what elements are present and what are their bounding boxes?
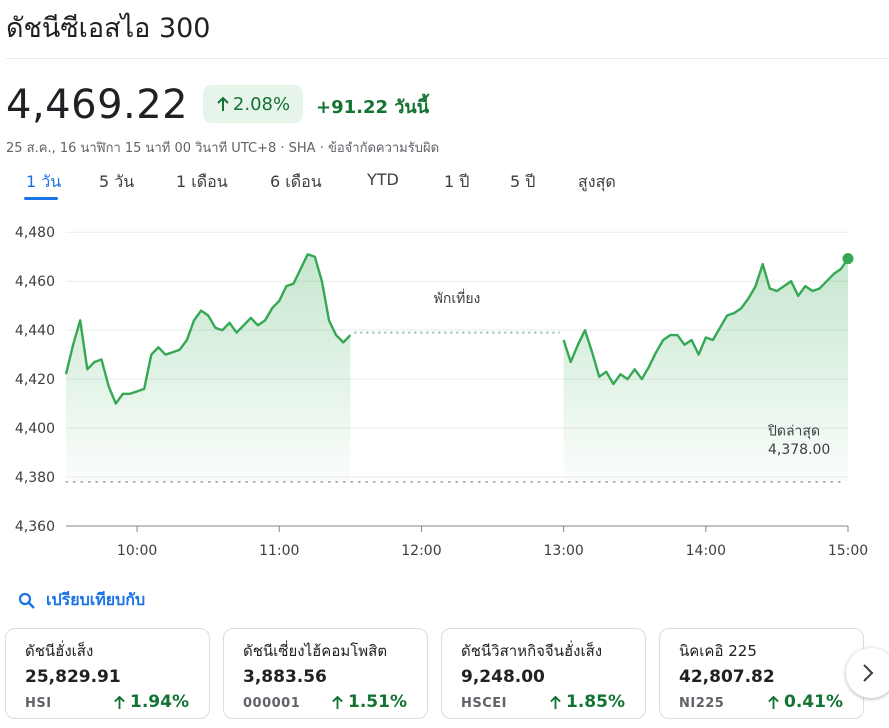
y-tick-label: 4,440 (15, 323, 55, 339)
morning-session-line (64, 253, 352, 405)
card-value: 42,807.82 (679, 667, 775, 687)
tab-1-day[interactable]: 1 วัน (26, 172, 62, 191)
card-value: 25,829.91 (25, 667, 121, 687)
arrow-up-icon (217, 96, 229, 111)
arrow-up-icon (332, 695, 343, 709)
search-icon (18, 592, 35, 609)
card-name: ดัชนีฮั่งเส็ง (25, 642, 94, 660)
card-change: 1.94% (113, 692, 189, 712)
percent-change-badge: 2.08% (203, 85, 303, 123)
morning-session-area (66, 254, 351, 482)
card-value: 9,248.00 (461, 667, 545, 687)
card-change: 1.85% (549, 692, 625, 712)
card-name: ดัชนีเซี่ยงไฮ้คอมโพสิต (243, 642, 388, 660)
card-change-value: 1.94% (130, 692, 189, 712)
x-tick-label: 14:00 (686, 543, 726, 559)
card-symbol: HSI (25, 696, 52, 711)
tab-5-days[interactable]: 5 วัน (99, 172, 135, 191)
quote-meta: 25 ส.ค., 16 นาฬิกา 15 นาที 00 วินาที UTC… (6, 141, 440, 156)
x-tick-label: 13:00 (543, 543, 583, 559)
page-title: ดัชนีซีเอสไอ 300 (6, 13, 211, 44)
compare-card-hsi[interactable]: ดัชนีฮั่งเส็ง 25,829.91 HSI 1.94% (5, 628, 210, 719)
card-change: 0.41% (767, 692, 843, 712)
tab-max[interactable]: สูงสุด (578, 172, 616, 191)
y-tick-label: 4,460 (15, 274, 55, 290)
y-tick-label: 4,380 (15, 470, 55, 486)
y-tick-label: 4,420 (15, 372, 55, 388)
last-price-dot (842, 253, 854, 265)
afternoon-session-area (563, 258, 848, 482)
card-name: ดัชนีวิสาหกิจจีนฮั่งเส็ง (461, 642, 603, 660)
tab-1-month[interactable]: 1 เดือน (176, 172, 228, 191)
y-tick-label: 4,480 (15, 225, 55, 241)
x-tick-label: 15:00 (828, 543, 868, 559)
lunch-break-label: พักเที่ยง (434, 289, 481, 307)
compare-card-hscei[interactable]: ดัชนีวิสาหกิจจีนฮั่งเส็ง 9,248.00 HSCEI … (441, 628, 646, 719)
card-symbol: 000001 (243, 696, 301, 711)
compare-card-ni225[interactable]: นิคเคอิ 225 42,807.82 NI225 0.41% (659, 628, 864, 719)
price-chart[interactable]: 4,480 4,460 4,440 4,420 4,400 4,380 4,360 10:0… (0, 220, 889, 580)
x-tick-label: 10:00 (117, 543, 157, 559)
card-symbol: HSCEI (461, 696, 508, 711)
card-value: 3,883.56 (243, 667, 327, 687)
card-name: นิคเคอิ 225 (679, 642, 757, 660)
compare-card-sse[interactable]: ดัชนีเซี่ยงไฮ้คอมโพสิต 3,883.56 000001 1… (223, 628, 428, 719)
y-tick-label: 4,360 (15, 519, 55, 535)
x-tick-label: 11:00 (259, 543, 299, 559)
percent-change-value: 2.08% (232, 93, 291, 115)
tab-ytd[interactable]: YTD (367, 170, 399, 189)
x-tick-label: 12:00 (401, 543, 441, 559)
card-change: 1.51% (331, 692, 407, 712)
y-tick-label: 4,400 (15, 421, 55, 437)
card-change-value: 0.41% (784, 692, 843, 712)
previous-close-label: ปิดล่าสุด (768, 423, 821, 439)
active-tab-indicator (24, 197, 58, 200)
compare-button[interactable]: เปรียบเทียบกับ (18, 588, 145, 613)
divider (6, 58, 889, 59)
next-button[interactable] (846, 648, 889, 698)
afternoon-session-line (562, 257, 849, 386)
compare-label: เปรียบเทียบกับ (46, 590, 146, 609)
arrow-up-icon (768, 695, 779, 709)
chevron-right-icon (863, 664, 874, 682)
arrow-up-icon (114, 695, 125, 709)
current-price: 4,469.22 (6, 82, 189, 128)
card-symbol: NI225 (679, 696, 725, 711)
absolute-change: +91.22 วันนี้ (316, 97, 430, 118)
tab-6-months[interactable]: 6 เดือน (270, 172, 322, 191)
arrow-up-icon (550, 695, 561, 709)
tab-5-years[interactable]: 5 ปี (510, 172, 536, 191)
card-change-value: 1.51% (348, 692, 407, 712)
tab-1-year[interactable]: 1 ปี (444, 172, 470, 191)
card-change-value: 1.85% (566, 692, 625, 712)
previous-close-value: 4,378.00 (768, 442, 830, 458)
